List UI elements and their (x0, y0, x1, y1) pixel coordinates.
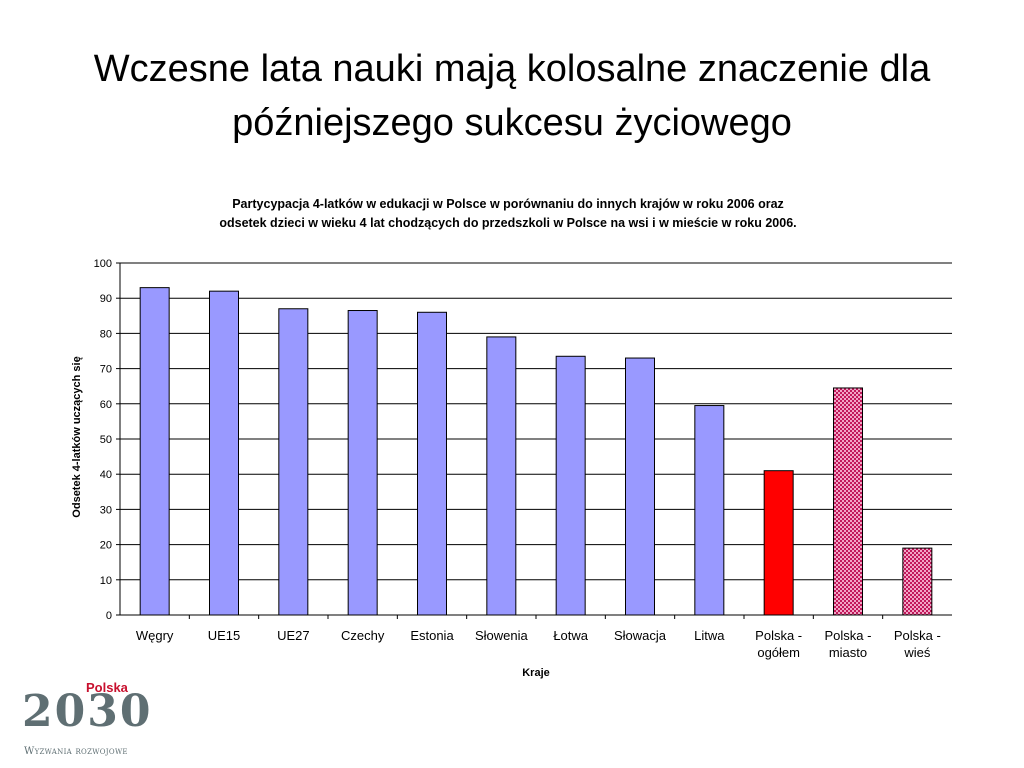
y-tick-label: 100 (94, 258, 112, 270)
logo-year: 2030 (22, 686, 153, 737)
chart-title-line-1: Partycypacja 4-latków w edukacji w Polsc… (232, 197, 784, 211)
y-tick-label: 10 (100, 575, 112, 587)
category-label: Słowacja (614, 628, 667, 643)
category-label: Polska - (825, 628, 872, 643)
polska-2030-logo: Polska 2030 Wyzwania rozwojowe (22, 676, 162, 762)
slide-title: Wczesne lata nauki mają kolosalne znacze… (0, 42, 1024, 150)
x-axis-label: Kraje (522, 667, 550, 679)
category-label: Łotwa (553, 628, 588, 643)
y-tick-label: 70 (100, 364, 112, 376)
category-label: Litwa (694, 628, 725, 643)
bar (209, 290, 239, 616)
x-axis-categories: Węgry UE15 UE27 Czechy Estonia Słowenia Łotwa S… (136, 628, 941, 660)
category-label: UE27 (277, 628, 310, 643)
category-label: Polska - (755, 628, 802, 643)
bar (278, 308, 309, 616)
chart-gridlines (120, 262, 952, 581)
y-tick-label: 50 (100, 434, 112, 446)
category-label: Estonia (410, 628, 454, 643)
category-label: Węgry (136, 628, 174, 643)
slide-title-line-2: późniejszego sukcesu życiowego (232, 102, 792, 144)
bar (417, 311, 447, 616)
category-label: ogółem (757, 645, 800, 660)
bar (833, 387, 863, 616)
chart-title-line-2: odsetek dzieci w wieku 4 lat chodzących … (219, 216, 796, 230)
y-tick-label: 60 (100, 399, 112, 411)
bar-chart: Partycypacja 4-latków w edukacji w Polsc… (71, 197, 952, 679)
bar (347, 310, 378, 616)
y-tick-label: 40 (100, 469, 112, 481)
y-axis-label: Odsetek 4-latków uczących się (71, 356, 83, 517)
chart-axes (119, 263, 952, 619)
bar (694, 405, 725, 616)
chart-bars (139, 287, 933, 616)
y-axis-ticks: 0 10 20 30 40 50 60 70 80 90 100 (94, 258, 120, 622)
category-label: Słowenia (475, 628, 529, 643)
y-tick-label: 20 (100, 540, 112, 552)
y-tick-label: 0 (106, 610, 112, 622)
y-tick-label: 90 (100, 293, 112, 305)
category-label: Czechy (341, 628, 385, 643)
category-label: wieś (903, 645, 931, 660)
bar (625, 357, 655, 616)
logo-tagline: Wyzwania rozwojowe (24, 746, 128, 757)
category-label: Polska - (894, 628, 941, 643)
y-tick-label: 80 (100, 328, 112, 340)
bar (486, 336, 517, 616)
category-label: miasto (829, 645, 867, 660)
y-tick-label: 30 (100, 504, 112, 516)
bar (555, 355, 586, 616)
bar (902, 547, 933, 616)
bar (139, 287, 170, 616)
logo-country: Polska (86, 680, 128, 695)
bar (763, 470, 794, 616)
category-label: UE15 (208, 628, 241, 643)
slide-title-line-1: Wczesne lata nauki mają kolosalne znacze… (93, 48, 931, 90)
